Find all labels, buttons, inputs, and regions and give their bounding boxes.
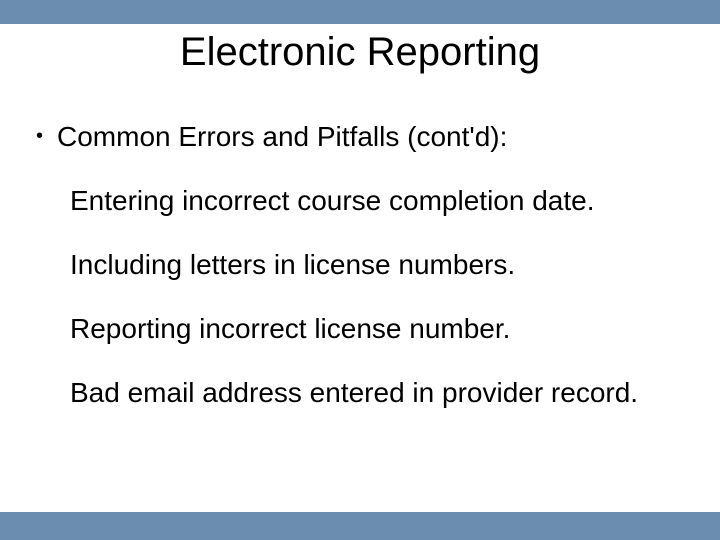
- bullet-marker: •: [36, 120, 43, 152]
- list-item: Bad email address entered in provider re…: [70, 376, 684, 410]
- list-item: Including letters in license numbers.: [70, 248, 684, 282]
- slide-content: • Common Errors and Pitfalls (cont'd): E…: [36, 120, 684, 440]
- top-accent-bar: [0, 0, 720, 24]
- list-item: Entering incorrect course completion dat…: [70, 184, 684, 218]
- sub-list: Entering incorrect course completion dat…: [70, 184, 684, 410]
- list-item: Reporting incorrect license number.: [70, 312, 684, 346]
- bullet-text: Common Errors and Pitfalls (cont'd):: [57, 120, 507, 154]
- bullet-item: • Common Errors and Pitfalls (cont'd):: [36, 120, 684, 154]
- bottom-accent-bar: [0, 512, 720, 540]
- slide-title: Electronic Reporting: [0, 30, 720, 75]
